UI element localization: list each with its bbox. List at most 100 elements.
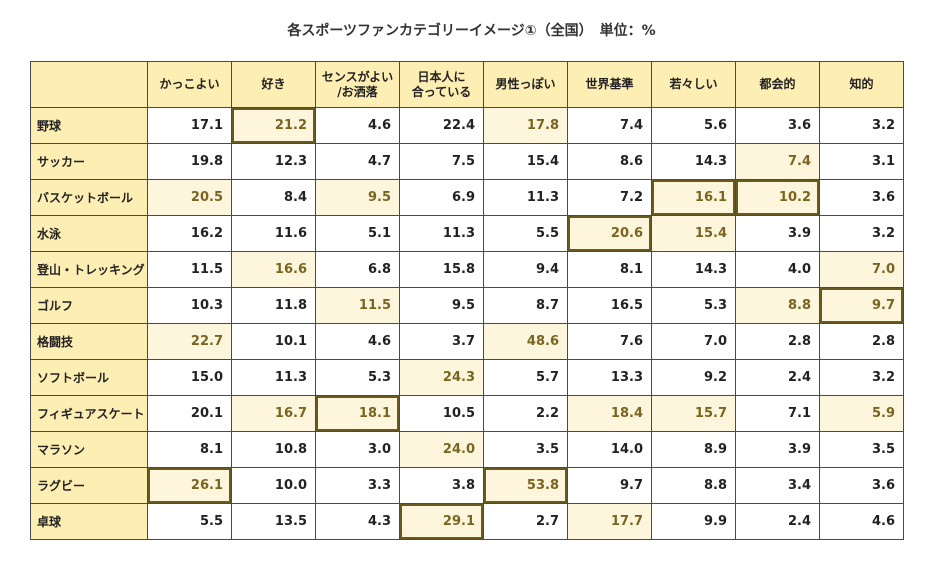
table-cell: 3.1 — [819, 143, 904, 180]
table-cell: 16.2 — [147, 215, 232, 252]
table-cell: 7.1 — [735, 395, 820, 432]
table-cell: 22.7 — [147, 323, 232, 360]
table-cell: 7.4 — [567, 107, 652, 144]
table-row: 野球 17.1 21.2 4.6 22.4 17.8 7.4 5.6 3.6 3.2 — [30, 107, 904, 144]
row-label: ラグビー — [30, 467, 148, 504]
table-row: フィギュアスケート 20.1 16.7 18.1 10.5 2.2 18.4 15.7 7.1 5… — [30, 395, 904, 432]
row-label: サッカー — [30, 143, 148, 180]
row-label: ゴルフ — [30, 287, 148, 324]
table-cell: 18.1 — [315, 395, 400, 432]
table-cell: 7.2 — [567, 179, 652, 216]
table-cell: 2.4 — [735, 359, 820, 396]
column-header: センスがよい/お洒落 — [315, 61, 400, 108]
table-cell: 8.7 — [483, 287, 568, 324]
table-cell: 2.7 — [483, 503, 568, 540]
table-cell: 3.2 — [819, 107, 904, 144]
table-cell: 11.3 — [399, 215, 484, 252]
table-cell: 7.6 — [567, 323, 652, 360]
table-cell: 16.6 — [231, 251, 316, 288]
table-cell: 2.4 — [735, 503, 820, 540]
table-cell: 11.8 — [231, 287, 316, 324]
table-cell: 2.8 — [735, 323, 820, 360]
table-cell: 14.0 — [567, 431, 652, 468]
table-cell: 5.3 — [315, 359, 400, 396]
table-cell: 13.5 — [231, 503, 316, 540]
table-cell: 22.4 — [399, 107, 484, 144]
table-cell: 4.0 — [735, 251, 820, 288]
table-cell: 29.1 — [399, 503, 484, 540]
row-label: フィギュアスケート — [30, 395, 148, 432]
table-cell: 11.5 — [147, 251, 232, 288]
table-cell: 4.6 — [315, 323, 400, 360]
row-label: バスケットボール — [30, 179, 148, 216]
table-cell: 6.8 — [315, 251, 400, 288]
table-cell: 5.5 — [483, 215, 568, 252]
table-cell: 5.6 — [651, 107, 736, 144]
column-header: 知的 — [819, 61, 904, 108]
table-row: 水泳 16.2 11.6 5.1 11.3 5.5 20.6 15.4 3.9 3.2 — [30, 215, 904, 252]
table-cell: 11.3 — [483, 179, 568, 216]
table-cell: 3.5 — [483, 431, 568, 468]
table-cell: 5.5 — [147, 503, 232, 540]
table-cell: 3.2 — [819, 359, 904, 396]
table-row: バスケットボール 20.5 8.4 9.5 6.9 11.3 7.2 16.1 10.2 3.6 — [30, 179, 904, 216]
column-header: 日本人に 合っている — [399, 61, 484, 108]
row-label: 格闘技 — [30, 323, 148, 360]
table-cell: 8.4 — [231, 179, 316, 216]
column-header: 若々しい — [651, 61, 736, 108]
table-cell: 14.3 — [651, 143, 736, 180]
table-cell: 24.0 — [399, 431, 484, 468]
column-header: かっこよい — [147, 61, 232, 108]
table-cell: 8.8 — [735, 287, 820, 324]
table-cell: 7.5 — [399, 143, 484, 180]
table-cell: 8.6 — [567, 143, 652, 180]
table-row: 格闘技 22.7 10.1 4.6 3.7 48.6 7.6 7.0 2.8 2.8 — [30, 323, 904, 360]
table-cell: 7.0 — [819, 251, 904, 288]
table-cell: 10.8 — [231, 431, 316, 468]
table-cell: 53.8 — [483, 467, 568, 504]
table-cell: 9.7 — [567, 467, 652, 504]
chart-title: 各スポーツファンカテゴリーイメージ①（全国） 単位：% — [287, 23, 656, 39]
table-cell: 15.0 — [147, 359, 232, 396]
table-cell: 26.1 — [147, 467, 232, 504]
table-cell: 11.5 — [315, 287, 400, 324]
table-cell: 3.6 — [735, 107, 820, 144]
table-cell: 17.7 — [567, 503, 652, 540]
table-cell: 3.6 — [819, 467, 904, 504]
table-cell: 18.4 — [567, 395, 652, 432]
table-cell: 20.1 — [147, 395, 232, 432]
row-label: 野球 — [30, 107, 148, 144]
column-header: 世界基準 — [567, 61, 652, 108]
table-cell: 21.2 — [231, 107, 316, 144]
column-header: 男性っぽい — [483, 61, 568, 108]
table-cell: 3.9 — [735, 215, 820, 252]
table-cell: 16.1 — [651, 179, 736, 216]
table-cell: 10.1 — [231, 323, 316, 360]
row-label: 水泳 — [30, 215, 148, 252]
table-cell: 5.1 — [315, 215, 400, 252]
table-cell: 16.7 — [231, 395, 316, 432]
table-cell: 5.9 — [819, 395, 904, 432]
table-cell: 15.4 — [651, 215, 736, 252]
table-cell: 11.3 — [231, 359, 316, 396]
table-cell: 3.8 — [399, 467, 484, 504]
table-cell: 7.0 — [651, 323, 736, 360]
table-cell: 16.5 — [567, 287, 652, 324]
table-cell: 4.6 — [819, 503, 904, 540]
table-cell: 3.0 — [315, 431, 400, 468]
table-cell: 17.8 — [483, 107, 568, 144]
table-cell: 15.8 — [399, 251, 484, 288]
table-cell: 9.4 — [483, 251, 568, 288]
table-cell: 9.5 — [399, 287, 484, 324]
table-row: ソフトボール 15.0 11.3 5.3 24.3 5.7 13.3 9.2 2.4 3.2 — [30, 359, 904, 396]
header-row: かっこよい 好き センスがよい/お洒落 日本人に 合っている 男性っぽい 世界基準 若々しい都… — [30, 61, 904, 108]
table-cell: 7.4 — [735, 143, 820, 180]
table-cell: 9.7 — [819, 287, 904, 324]
table-cell: 3.2 — [819, 215, 904, 252]
table-row: 登山・トレッキング 11.5 16.6 6.8 15.8 9.4 8.1 14.3 4.0 7.0 — [30, 251, 904, 288]
column-header: 好き — [231, 61, 316, 108]
table-row: サッカー 19.8 12.3 4.7 7.5 15.4 8.6 14.3 7.4 3.1 — [30, 143, 904, 180]
row-label: 卓球 — [30, 503, 148, 540]
table-cell: 19.8 — [147, 143, 232, 180]
table-cell: 5.7 — [483, 359, 568, 396]
